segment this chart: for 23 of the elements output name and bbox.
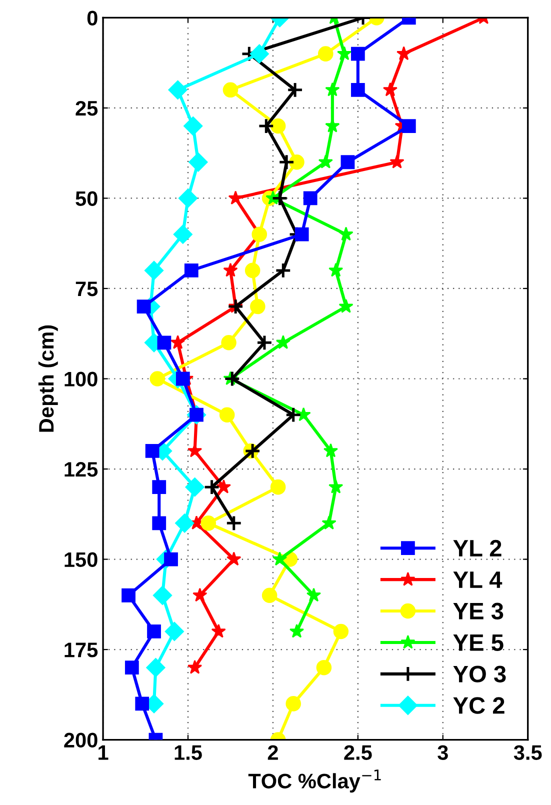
x-tick-label: 1.5 <box>174 745 202 760</box>
y-tick-label: 200 <box>64 732 98 748</box>
legend-label: YL 4 <box>453 572 502 588</box>
y-tick-label: 175 <box>64 642 98 658</box>
legend-label: YO 3 <box>453 666 506 682</box>
x-tick-label: 2 <box>268 745 278 760</box>
x-tick-label: 1 <box>98 745 108 760</box>
y-tick-label: 150 <box>64 552 98 568</box>
legend-label: YC 2 <box>453 697 504 714</box>
x-axis-title: TOC %Clay$^{−1}$ <box>248 770 381 793</box>
y-tick-label: 50 <box>76 191 98 206</box>
y-tick-label: 0 <box>87 10 98 26</box>
y-tick-label: 25 <box>76 100 98 116</box>
legend-label: YE 3 <box>453 602 504 620</box>
x-tick-label: 3 <box>438 745 448 760</box>
y-tick-label: 100 <box>64 372 98 387</box>
y-tick-label: 75 <box>76 282 98 296</box>
y-tick-label: 125 <box>64 462 98 477</box>
y-axis-title: Depth (cm) <box>38 325 58 432</box>
x-tick-label: 2.5 <box>344 745 372 760</box>
legend-label: YE 5 <box>453 634 504 651</box>
x-tick-label: 3.5 <box>514 745 542 760</box>
legend-label: YL 2 <box>453 540 502 556</box>
